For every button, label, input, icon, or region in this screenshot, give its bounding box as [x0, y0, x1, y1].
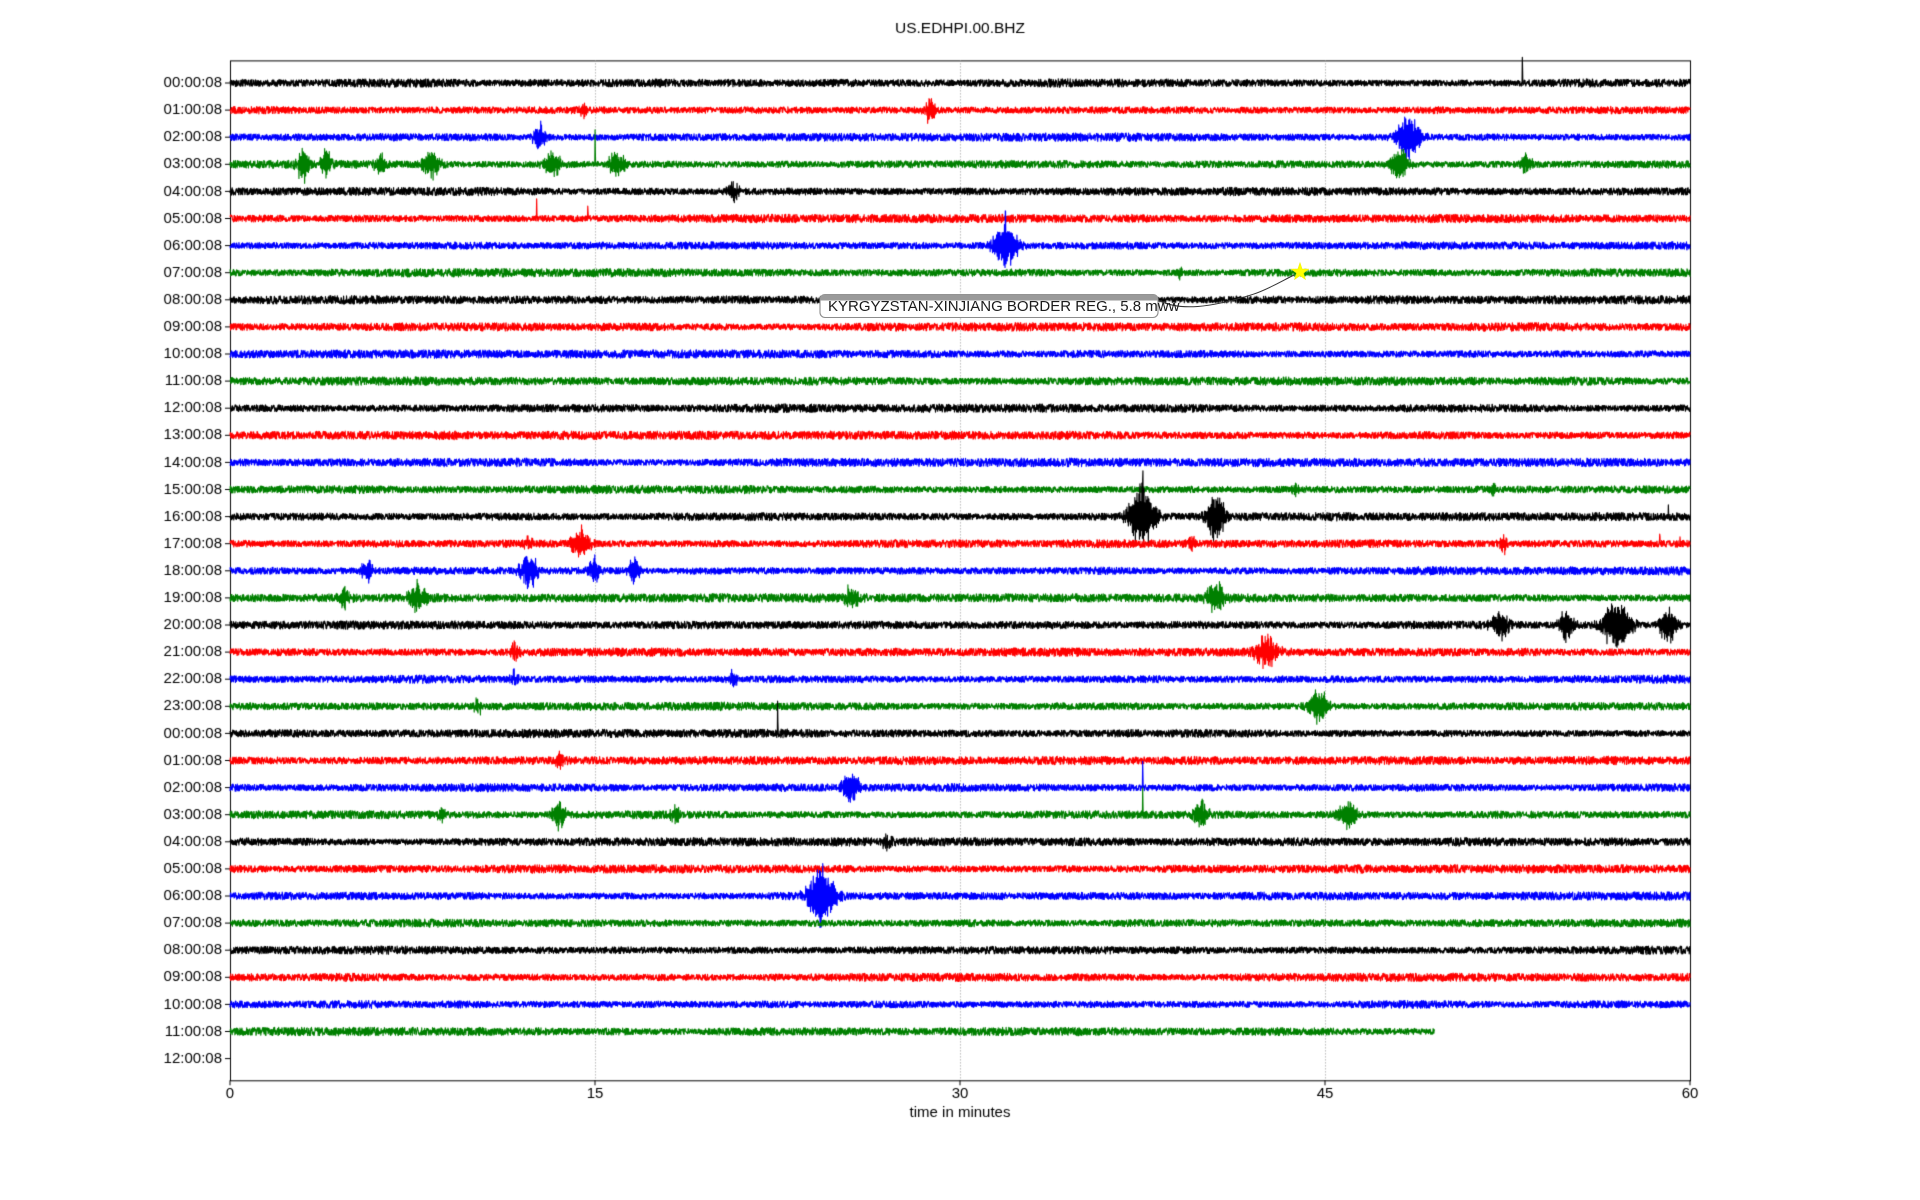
- svg-text:KYRGYZSTAN-XINJIANG BORDER REG: KYRGYZSTAN-XINJIANG BORDER REG., 5.8 mww: [828, 298, 1180, 315]
